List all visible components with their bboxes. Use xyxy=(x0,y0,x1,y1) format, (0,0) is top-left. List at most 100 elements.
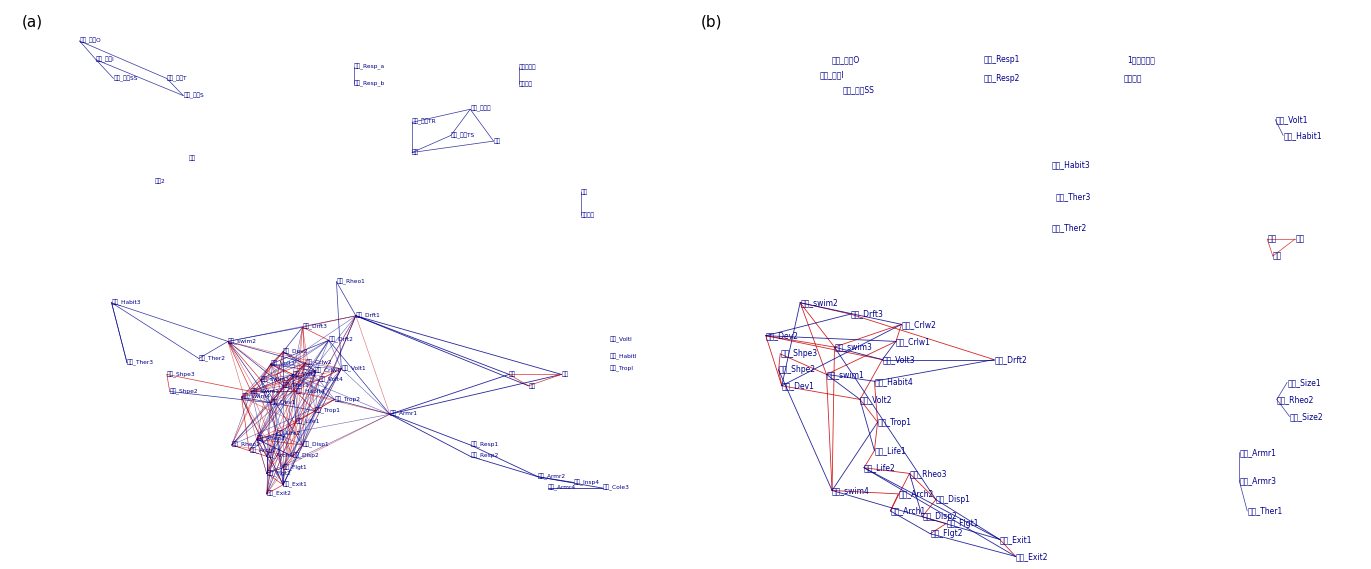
Text: 저서_Arch2: 저서_Arch2 xyxy=(898,489,934,498)
Text: 저서_Ther3: 저서_Ther3 xyxy=(128,360,154,366)
Text: 저서_Volt2: 저서_Volt2 xyxy=(860,395,893,404)
Text: 저서_Drft2: 저서_Drft2 xyxy=(994,355,1027,364)
Text: 저서_Trop1: 저서_Trop1 xyxy=(877,418,912,427)
Text: 저서_Volt4: 저서_Volt4 xyxy=(319,377,344,384)
Text: 저서_swim1: 저서_swim1 xyxy=(827,370,864,379)
Text: 저서_swim2: 저서_swim2 xyxy=(801,298,838,307)
Text: 저서_Ther1: 저서_Ther1 xyxy=(1248,506,1282,516)
Text: 저서_HabitI: 저서_HabitI xyxy=(610,354,638,361)
Text: 저서_Resp1: 저서_Resp1 xyxy=(984,55,1020,64)
Text: 저서_Volt2: 저서_Volt2 xyxy=(293,371,318,378)
Text: 저서_Life2: 저서_Life2 xyxy=(864,463,895,472)
Text: 저서_Shpe3: 저서_Shpe3 xyxy=(167,371,196,378)
Text: (a): (a) xyxy=(22,14,43,29)
Text: 저서_Habit4: 저서_Habit4 xyxy=(296,388,325,395)
Text: 어류_섞식O: 어류_섞식O xyxy=(80,38,101,44)
Text: 저서_VoltI: 저서_VoltI xyxy=(610,337,632,344)
Text: 저서_Resp1: 저서_Resp1 xyxy=(470,442,499,448)
Text: 평년강수: 평년강수 xyxy=(581,212,595,218)
Text: 평년기온: 평년기온 xyxy=(518,81,533,87)
Text: 어류_내성폭: 어류_내성폭 xyxy=(470,106,491,113)
Text: 저서_swim4: 저서_swim4 xyxy=(832,486,871,495)
Text: 저서_Shpe2: 저서_Shpe2 xyxy=(170,388,199,395)
Text: 저서_Disp1: 저서_Disp1 xyxy=(936,495,971,504)
Text: 저서_Exit2: 저서_Exit2 xyxy=(267,490,292,497)
Text: 저서_swim3: 저서_swim3 xyxy=(260,377,289,384)
Text: 저서_Flgt1: 저서_Flgt1 xyxy=(284,464,307,471)
Text: 저서_Drft2: 저서_Drft2 xyxy=(329,337,354,344)
Text: 저서_Resp2: 저서_Resp2 xyxy=(470,453,499,460)
Text: 수역: 수역 xyxy=(1296,234,1304,244)
Text: 기온: 기온 xyxy=(494,138,500,144)
Text: 저서_Crlw1: 저서_Crlw1 xyxy=(315,368,341,374)
Text: 저서_Dev2: 저서_Dev2 xyxy=(284,348,308,355)
Text: 저서_Volt3: 저서_Volt3 xyxy=(270,361,295,368)
Text: 저서_Shpe3: 저서_Shpe3 xyxy=(780,349,817,358)
Text: 하목: 하목 xyxy=(561,372,569,377)
Text: 활초저기온: 활초저기온 xyxy=(518,64,536,70)
Text: 저서_Flgt1: 저서_Flgt1 xyxy=(946,519,979,528)
Text: 저서_Drft3: 저서_Drft3 xyxy=(303,324,328,331)
Text: 수역: 수역 xyxy=(509,372,515,377)
Text: 저서_Exit1: 저서_Exit1 xyxy=(999,535,1032,544)
Text: 수록: 수록 xyxy=(1272,251,1282,261)
Text: 저서_Dev2: 저서_Dev2 xyxy=(766,331,799,340)
Text: 저서_Life1: 저서_Life1 xyxy=(875,446,906,455)
Text: 저서_Crlw2: 저서_Crlw2 xyxy=(902,320,936,329)
Text: 1활초저기온: 1활초저기온 xyxy=(1127,55,1156,64)
Text: 어류_섞식O: 어류_섞식O xyxy=(832,55,861,64)
Text: 저서_Armr4: 저서_Armr4 xyxy=(548,485,576,492)
Text: 수록: 수록 xyxy=(528,383,536,389)
Text: 저서_swim1: 저서_swim1 xyxy=(251,388,280,395)
Text: 저서_Rheo2: 저서_Rheo2 xyxy=(1276,395,1315,404)
Text: 저서_Volt1: 저서_Volt1 xyxy=(1275,115,1308,124)
Text: 히목: 히목 xyxy=(1267,234,1276,244)
Text: 저서_Resp_a: 저서_Resp_a xyxy=(354,64,385,71)
Text: 저서_Arch1: 저서_Arch1 xyxy=(890,506,925,516)
Text: 저서_Armr2: 저서_Armr2 xyxy=(539,473,566,480)
Text: 저서_Disp2: 저서_Disp2 xyxy=(293,453,319,460)
Text: 저서_Trop2: 저서_Trop2 xyxy=(335,396,361,403)
Text: 히목: 히목 xyxy=(581,189,588,195)
Text: 저서_Ther3: 저서_Ther3 xyxy=(1056,192,1091,201)
Text: 저서_Habit3: 저서_Habit3 xyxy=(111,299,141,306)
Text: 저서_Shpe2: 저서_Shpe2 xyxy=(779,365,816,374)
Text: 어류_내성TS: 어류_내성TS xyxy=(451,132,476,139)
Text: 저서_Armr3: 저서_Armr3 xyxy=(1239,476,1276,485)
Text: 저서_Drft3: 저서_Drft3 xyxy=(850,310,883,319)
Text: 저서_Crlw1: 저서_Crlw1 xyxy=(897,337,931,346)
Text: 저서_Dev1: 저서_Dev1 xyxy=(270,399,296,406)
Text: 저서_swim2: 저서_swim2 xyxy=(228,338,256,345)
Text: 저서_swim4: 저서_swim4 xyxy=(241,394,270,401)
Text: 저서_Size1: 저서_Size1 xyxy=(1287,378,1320,387)
Text: 저서_TropI: 저서_TropI xyxy=(610,365,633,372)
Text: 저서_Cole3: 저서_Cole3 xyxy=(603,485,629,492)
Text: 저서_Resp_b: 저서_Resp_b xyxy=(354,81,385,88)
Text: 저서_Habit3: 저서_Habit3 xyxy=(1052,160,1090,170)
Text: 어류_내성TR: 어류_내성TR xyxy=(413,119,437,126)
Text: 저서_Ther2: 저서_Ther2 xyxy=(199,355,226,362)
Text: 저서_Insp4: 저서_Insp4 xyxy=(574,479,600,486)
Text: 어류_내성SS: 어류_내성SS xyxy=(114,75,138,82)
Text: 어류_섞식T: 어류_섞식T xyxy=(167,75,188,82)
Text: 저서_Resp2: 저서_Resp2 xyxy=(984,74,1020,83)
Text: 저서_Arch1: 저서_Arch1 xyxy=(267,453,293,460)
Text: 저서_Armr1: 저서_Armr1 xyxy=(1239,448,1276,457)
Text: 어류_섞식I: 어류_섞식I xyxy=(820,71,845,80)
Text: 저서_Volt1: 저서_Volt1 xyxy=(341,365,366,372)
Text: 평년기온: 평년기온 xyxy=(1123,74,1142,83)
Text: 저서_Dev1: 저서_Dev1 xyxy=(781,381,814,390)
Text: 저서_Drft1: 저서_Drft1 xyxy=(356,312,381,319)
Text: 저서_Crlw2: 저서_Crlw2 xyxy=(306,360,332,366)
Text: 저서_Rheo1: 저서_Rheo1 xyxy=(336,278,365,285)
Text: 어류_내성SS: 어류_내성SS xyxy=(842,85,875,94)
Text: 저서_Size2: 저서_Size2 xyxy=(1290,412,1323,421)
Text: 저서_Ther1: 저서_Ther1 xyxy=(284,382,310,389)
Text: 저서_Life2: 저서_Life2 xyxy=(277,430,300,437)
Text: 저서_Rheo2: 저서_Rheo2 xyxy=(232,442,260,448)
Text: 저서_Exit2: 저서_Exit2 xyxy=(1016,552,1049,561)
Text: 저서_Trop1: 저서_Trop1 xyxy=(315,407,341,414)
Text: 저서_Rheo3: 저서_Rheo3 xyxy=(256,436,287,443)
Text: 저서_Life1: 저서_Life1 xyxy=(296,419,321,426)
Text: 저서_Habit4: 저서_Habit4 xyxy=(875,377,913,386)
